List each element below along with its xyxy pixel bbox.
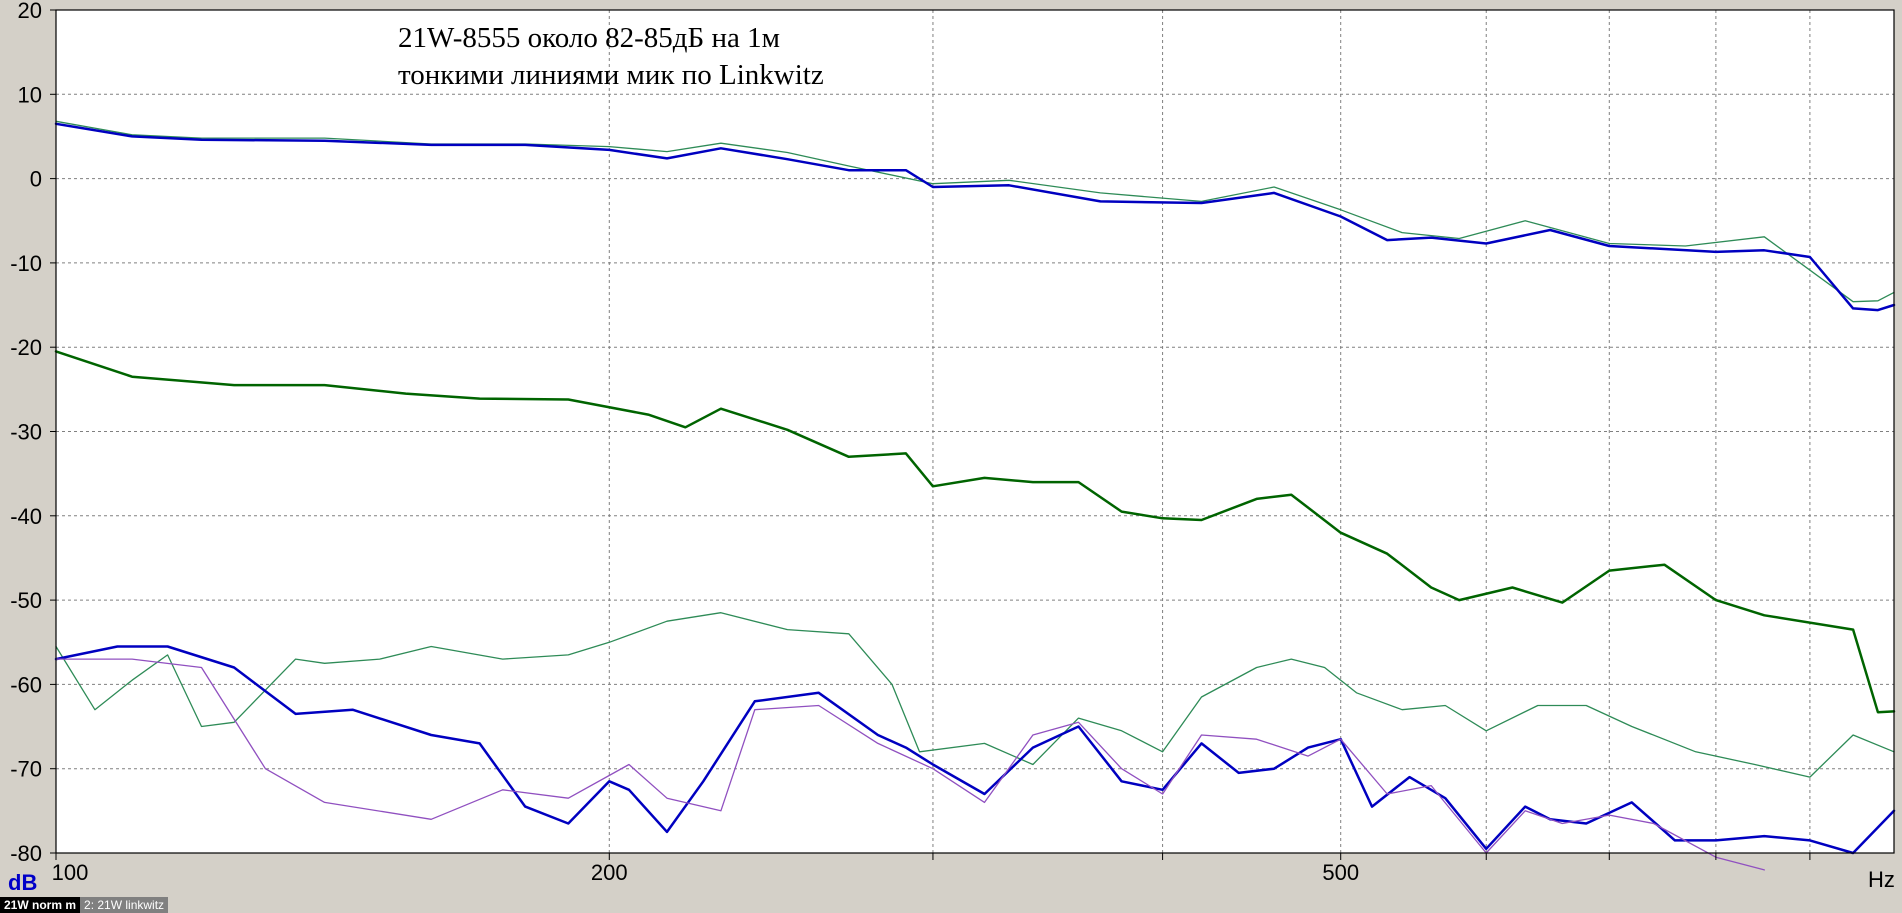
series-line-green-mid: [54, 350, 1896, 714]
x-tick-label: 100: [52, 860, 89, 885]
x-tick-label: 200: [591, 860, 628, 885]
y-axis-ticks: 20 10 0 -10 -20 -30 -40 -50 -60 -70 -80: [10, 0, 56, 866]
legend-item-active[interactable]: 21W norm m: [0, 897, 81, 913]
series-line-blue-low: [54, 645, 1896, 855]
y-tick-label: -20: [10, 335, 42, 360]
y-axis-label: dB: [8, 870, 37, 895]
annotation-line-2: тонкими линиями мик по Linkwitz: [398, 59, 824, 91]
legend-item-2[interactable]: 2: 21W linkwitz: [80, 897, 169, 913]
y-tick-label: -50: [10, 588, 42, 613]
legend-bar: 21W norm m 2: 21W linkwitz: [0, 897, 169, 913]
y-tick-label: 20: [18, 0, 42, 23]
y-tick-label: -70: [10, 757, 42, 782]
x-tick-label: 500: [1322, 860, 1359, 885]
y-tick-label: -40: [10, 504, 42, 529]
grid: [56, 10, 1894, 853]
series-layer: [54, 120, 1896, 871]
x-axis-ticks: 100 200 500: [52, 853, 1811, 885]
y-tick-label: -60: [10, 672, 42, 697]
y-tick-label: -10: [10, 251, 42, 276]
series-line-green-low-thin: [55, 612, 1895, 778]
x-axis-label: Hz: [1868, 867, 1895, 892]
y-tick-label: 10: [18, 82, 42, 107]
y-tick-label: -80: [10, 841, 42, 866]
series-line-blue-top: [54, 122, 1896, 312]
series-line-purple-low: [55, 658, 1765, 871]
y-tick-label: 0: [30, 167, 42, 192]
annotation-line-1: 21W-8555 около 82-85дБ на 1м: [398, 22, 780, 54]
y-tick-label: -30: [10, 420, 42, 445]
